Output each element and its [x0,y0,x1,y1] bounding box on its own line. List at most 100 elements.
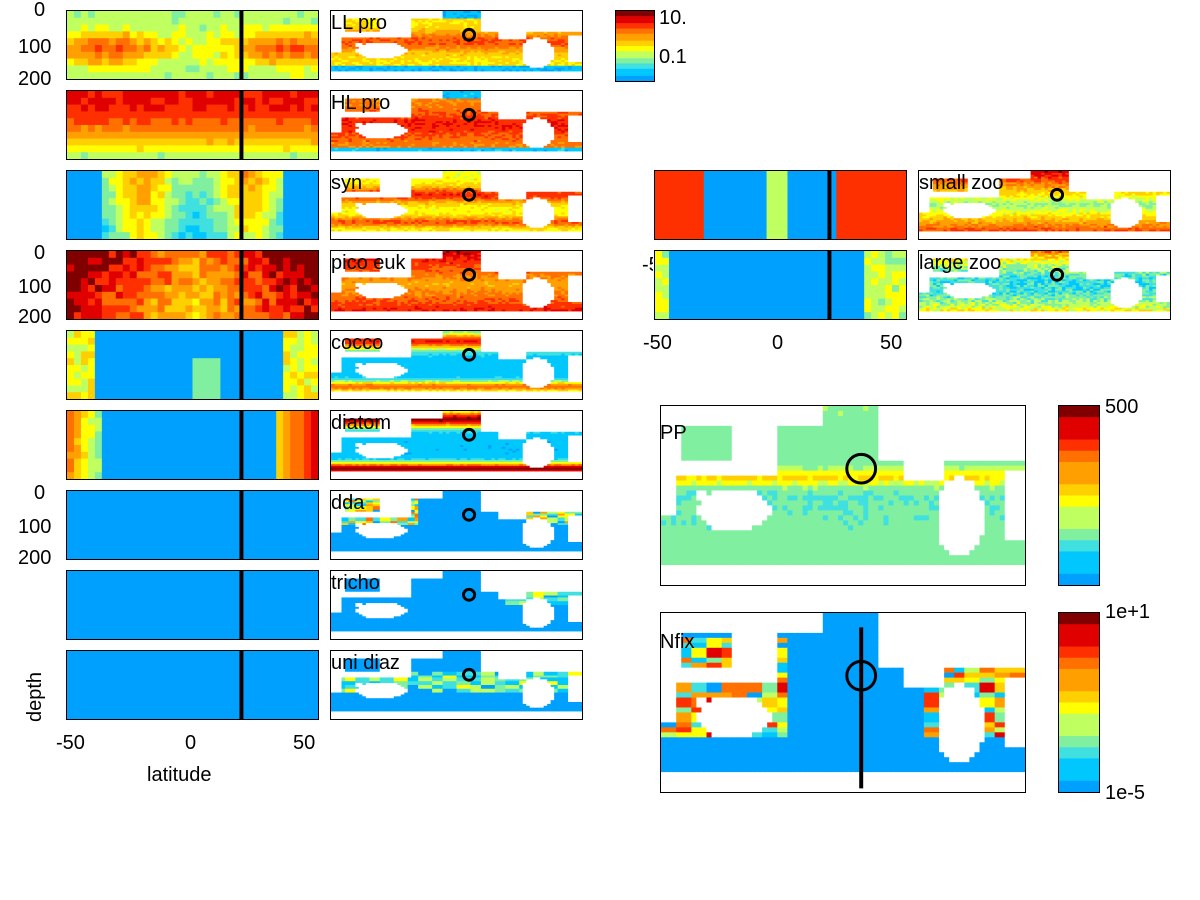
map-cell [355,35,360,39]
map-cell [446,14,451,18]
map-cell [543,121,548,124]
map-cell [487,56,492,59]
map-cell [435,20,440,23]
map-cell [414,75,419,78]
map-cell [568,46,573,50]
map-cell [372,117,377,120]
map-cell [463,45,468,48]
map-cell [449,65,454,69]
map-cell [435,12,440,16]
map-cell [383,108,388,111]
map-cell [344,65,350,69]
map-cell [400,35,405,39]
map-cell [344,96,350,100]
map-cell [540,104,545,107]
map-cell [561,91,566,94]
map-cell [446,12,451,16]
map-cell [390,115,395,119]
map-cell [473,35,479,39]
section-cell [255,31,263,39]
map-cell [446,98,451,102]
map-cell [425,91,430,94]
map-cell [442,94,447,98]
map-colorbar [615,10,655,82]
map-cell [446,20,451,23]
map-cell [484,98,489,102]
map-cell [561,75,566,78]
section-cell [122,65,131,73]
map-cell [491,69,496,73]
map-cell [331,35,336,39]
map-cell [355,67,360,71]
map-cell [439,126,444,130]
section-cell [220,58,228,66]
section-cell [73,152,82,159]
map-cell [508,58,513,61]
map-cell [341,46,346,50]
map-cell [439,94,444,98]
map-cell [505,91,510,94]
map-cell [334,71,339,74]
map-cell [498,75,503,78]
map-cell [491,111,496,115]
map-cell [432,14,437,18]
map-cell [442,63,447,67]
map-cell [456,48,461,52]
map-cell [351,11,356,14]
section-cell [94,138,103,146]
map-cell [435,67,440,71]
map-cell [348,128,353,132]
map-cell [404,31,409,35]
map-cell [575,14,580,18]
map-cell [571,67,576,71]
section-cell [185,11,194,19]
map-cell [372,69,377,73]
map-cell [466,22,472,25]
section-cell [171,91,180,99]
map-cell [400,77,405,79]
map-cell [372,102,377,105]
section-cell [164,72,173,79]
map-cell [519,60,524,63]
map-cell [519,113,524,117]
map-cell [446,128,451,132]
map-cell [466,58,472,61]
map-cell [575,108,580,111]
map-cell [533,62,538,65]
map-cell [484,35,489,39]
map-cell [379,125,384,128]
section-cell [213,111,221,119]
map-cell [487,115,492,119]
map-cell [386,52,391,56]
map-cell [331,109,336,113]
section-cell [255,51,263,60]
map-cell [526,67,531,71]
map-cell [421,48,426,52]
map-cell [463,113,468,117]
section-cell [143,51,152,60]
map-cell [449,75,454,78]
map-cell [376,126,381,130]
map-cell [568,102,573,105]
map-cell [512,92,517,96]
map-cell [376,33,381,37]
map-cell [362,71,367,74]
map-cell [557,111,562,115]
map-cell [575,31,580,35]
map-cell [334,56,339,59]
map-cell [512,123,517,126]
map-cell [421,31,426,35]
map-cell [575,18,580,22]
map-cell [400,71,405,74]
map-cell [344,73,350,76]
map-cell [453,117,458,120]
map-cell [393,54,398,57]
map-cell [432,20,437,23]
map-cell [561,125,566,128]
map-cell [540,91,545,94]
section-cell [311,51,318,60]
map-cell [480,65,485,69]
map-cell [414,63,419,67]
map-cell [358,117,363,120]
section-cell [206,145,215,153]
